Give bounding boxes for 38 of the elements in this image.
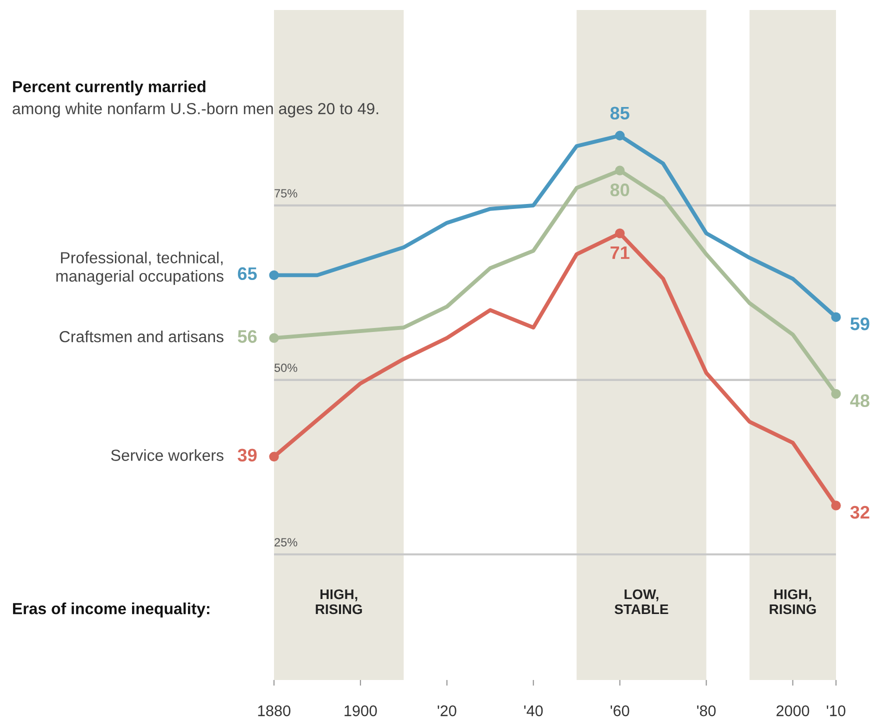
band-label: LOW, STABLE: [614, 589, 668, 614]
data-label: 71: [610, 246, 630, 259]
ref-line-label: 25%: [274, 538, 298, 546]
band-label: HIGH, RISING: [770, 589, 816, 614]
point: [831, 500, 841, 510]
x-tick-label: '80: [697, 705, 716, 716]
data-label: 48: [850, 394, 870, 408]
point: [269, 333, 279, 343]
point: [614, 130, 625, 140]
text: Percent currently married: [13, 80, 206, 96]
band-label: HIGH, RISING: [316, 589, 362, 614]
text: Craftsmen and artisans: [60, 330, 224, 342]
point: [831, 312, 841, 322]
point: [831, 388, 841, 399]
text: Service workers: [111, 449, 224, 461]
x-tick-label: 1880: [258, 705, 290, 716]
data-label: 59: [850, 317, 870, 330]
text: Eras of income inequality:: [13, 602, 210, 618]
chart-subtitle: among white nonfarm U.S.-born men ages 20 to 49.: [12, 102, 378, 118]
x-tick-label: '40: [524, 705, 543, 716]
data-label: 39: [238, 448, 257, 462]
data-label: 56: [238, 330, 257, 343]
data-label: 32: [850, 506, 870, 519]
x-tick-label: 2000: [776, 705, 810, 716]
x-tick-label: '20: [438, 705, 456, 716]
x-tick-label: '60: [610, 705, 630, 716]
x-tick-label: '10: [826, 705, 846, 716]
text: Professional, technical, managerial occupations: [56, 252, 224, 285]
x-tick-label: 1900: [344, 705, 377, 716]
ref-line-label: 50%: [274, 364, 298, 372]
data-label: 85: [610, 106, 630, 120]
point: [614, 228, 625, 238]
point: [269, 270, 279, 280]
point: [269, 452, 279, 462]
data-label: 65: [238, 267, 257, 280]
data-label: 80: [610, 184, 630, 196]
point: [614, 166, 625, 176]
ref-line-label: 75%: [274, 189, 298, 198]
